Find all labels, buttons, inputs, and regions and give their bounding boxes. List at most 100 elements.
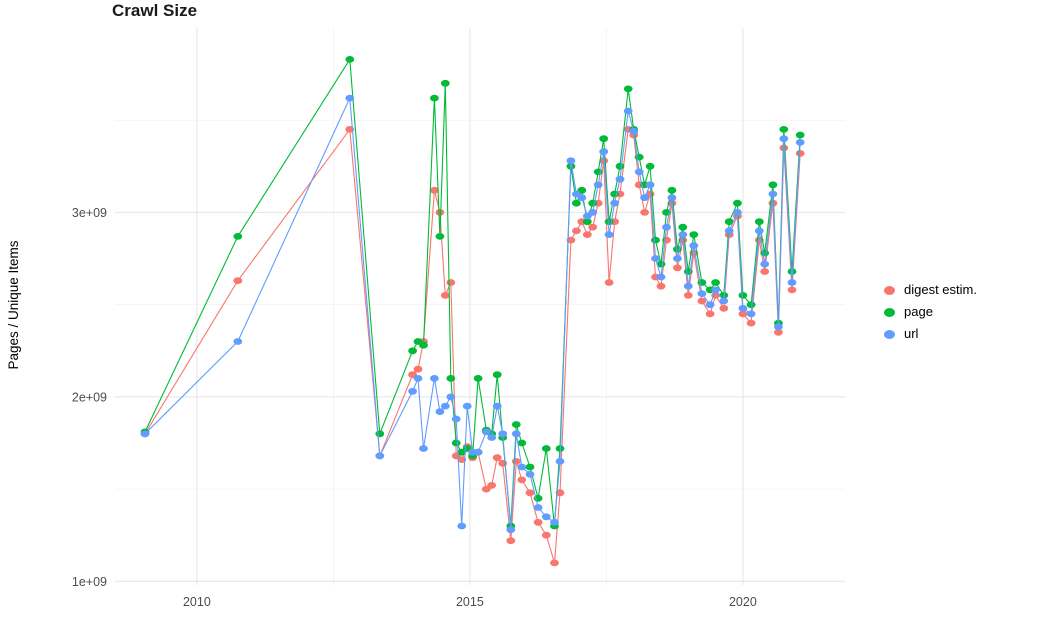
legend-item-page: page xyxy=(884,305,977,319)
data-point xyxy=(754,218,764,226)
data-point xyxy=(795,131,805,139)
data-point xyxy=(566,236,576,244)
series-url xyxy=(140,94,805,534)
legend-label-digest-estim: digest estim. xyxy=(904,282,977,297)
data-point xyxy=(662,236,671,244)
data-point xyxy=(634,153,644,161)
data-point xyxy=(430,94,439,102)
data-point xyxy=(492,454,502,462)
data-point xyxy=(760,249,770,257)
data-point xyxy=(604,231,614,239)
legend-swatch-page-icon xyxy=(884,307,895,317)
data-point xyxy=(667,186,677,194)
data-point xyxy=(577,194,587,202)
data-point xyxy=(572,199,581,207)
data-point xyxy=(533,518,543,526)
data-point xyxy=(233,233,243,240)
legend-item-url: url xyxy=(884,327,977,341)
data-point xyxy=(511,430,521,438)
data-point xyxy=(492,402,502,410)
data-point xyxy=(487,482,497,489)
grid-minor xyxy=(115,28,845,585)
data-point xyxy=(683,292,693,299)
data-point xyxy=(738,304,748,312)
data-point xyxy=(525,463,535,471)
data-point xyxy=(375,430,385,438)
series-line xyxy=(144,128,801,564)
series-digest-estim- xyxy=(140,125,805,567)
data-point xyxy=(738,292,748,299)
axis-tick-labels: 1e+09 2e+09 3e+09 2010 2015 2020 xyxy=(72,206,757,609)
data-point xyxy=(719,304,729,312)
data-point xyxy=(683,282,693,290)
series-line xyxy=(144,97,801,531)
data-point xyxy=(566,157,576,165)
data-point xyxy=(588,209,598,216)
data-point xyxy=(550,518,559,526)
data-point xyxy=(738,310,748,318)
data-point xyxy=(673,264,682,272)
data-point xyxy=(711,279,720,286)
legend-label-url: url xyxy=(904,326,919,341)
legend-label-page: page xyxy=(904,304,933,319)
data-point xyxy=(615,162,625,170)
data-point xyxy=(656,273,666,281)
data-point xyxy=(345,94,355,102)
data-point xyxy=(506,526,516,534)
data-point xyxy=(774,323,783,331)
data-point xyxy=(768,190,778,198)
x-tick-label: 2015 xyxy=(456,595,484,609)
data-point xyxy=(487,434,497,441)
y-tick-label: 1e+09 xyxy=(72,575,107,589)
data-point xyxy=(555,458,565,465)
x-tick-label: 2020 xyxy=(729,595,757,609)
x-tick-label: 2010 xyxy=(183,595,211,609)
data-point xyxy=(345,56,355,63)
data-point xyxy=(733,209,742,216)
data-point xyxy=(760,268,770,275)
data-point xyxy=(719,297,729,305)
data-point xyxy=(541,531,551,539)
data-point xyxy=(733,199,742,207)
data-point xyxy=(645,162,655,170)
y-tick-label: 2e+09 xyxy=(72,390,107,404)
data-point xyxy=(462,402,472,410)
legend-swatch-url-icon xyxy=(884,329,895,339)
data-point xyxy=(525,489,535,497)
y-tick-label: 3e+09 xyxy=(72,206,107,220)
data-point xyxy=(634,168,644,176)
data-point xyxy=(724,218,734,226)
data-point xyxy=(440,402,450,410)
data-point xyxy=(506,537,516,545)
data-point xyxy=(623,85,633,93)
data-point xyxy=(517,476,527,484)
data-point xyxy=(760,260,770,268)
data-point xyxy=(572,227,581,235)
data-point xyxy=(451,415,461,423)
data-point xyxy=(673,255,682,262)
data-point xyxy=(599,148,609,156)
data-point xyxy=(678,231,688,239)
data-point xyxy=(435,209,445,216)
data-point xyxy=(787,286,797,294)
data-point xyxy=(533,504,543,511)
data-point xyxy=(689,242,699,250)
data-point xyxy=(481,428,491,436)
data-point xyxy=(683,268,693,275)
data-point xyxy=(711,286,720,294)
data-point xyxy=(604,279,614,286)
data-point xyxy=(678,223,688,231)
data-point xyxy=(640,209,649,216)
data-point xyxy=(440,292,450,299)
data-point xyxy=(697,290,707,297)
data-point xyxy=(419,341,428,349)
data-point xyxy=(446,393,456,401)
data-point xyxy=(697,297,707,305)
data-point xyxy=(430,375,439,382)
data-point xyxy=(511,458,521,465)
data-point xyxy=(446,279,456,286)
data-point xyxy=(457,456,467,463)
data-point xyxy=(473,448,483,456)
data-point xyxy=(667,194,677,202)
